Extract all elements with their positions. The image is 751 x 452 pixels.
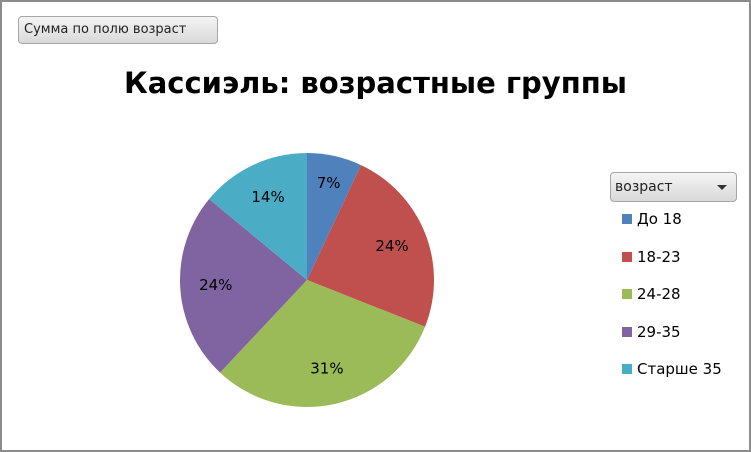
legend-item: 24-28	[622, 284, 681, 304]
data-label: 7%	[317, 174, 341, 192]
legend-item: 18-23	[622, 247, 681, 267]
legend-filter-label: возраст	[615, 179, 673, 195]
legend-label: 24-28	[637, 285, 681, 303]
legend-swatch	[622, 364, 632, 374]
data-label: 24%	[375, 237, 408, 255]
legend-item: 29-35	[622, 322, 681, 342]
pie-slice[interactable]	[209, 153, 307, 280]
data-label: 14%	[251, 188, 284, 206]
dropdown-arrow-icon	[717, 185, 727, 190]
pie-slice[interactable]	[307, 165, 434, 327]
data-label: 24%	[199, 276, 232, 294]
legend-item: Старше 35	[622, 359, 722, 379]
legend-swatch	[622, 326, 632, 337]
chart-title: Кассиэль: возрастные группы	[123, 66, 628, 100]
legend-filter-button[interactable]: возраст	[610, 172, 737, 202]
legend-label: До 18	[637, 210, 682, 228]
value-field-button[interactable]: Сумма по полю возраст	[18, 16, 218, 44]
legend-label: 29-35	[637, 322, 681, 341]
pie-slice[interactable]	[220, 280, 426, 407]
legend-swatch	[622, 214, 632, 224]
pie-slice[interactable]	[179, 199, 307, 373]
data-label: 31%	[310, 360, 343, 378]
pie-slice[interactable]	[307, 153, 362, 280]
legend-label: 18-23	[637, 247, 681, 266]
legend-label: Старше 35	[637, 360, 722, 378]
legend-swatch	[622, 289, 632, 299]
legend-item: До 18	[622, 209, 682, 229]
legend-swatch	[622, 251, 632, 262]
